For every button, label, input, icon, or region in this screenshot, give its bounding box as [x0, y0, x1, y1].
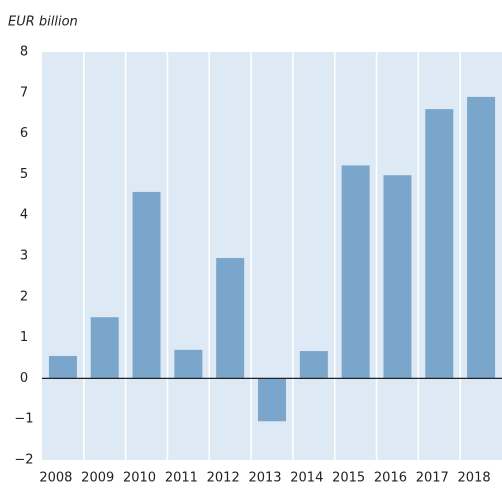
bar — [258, 378, 286, 422]
x-tick-label: 2016 — [374, 471, 407, 486]
bar — [341, 165, 370, 379]
x-tick-label: 2015 — [332, 471, 365, 486]
bar — [383, 175, 412, 379]
y-tick-label: 0 — [20, 371, 28, 386]
y-tick-label: 3 — [20, 249, 28, 264]
y-tick-label: −2 — [14, 453, 33, 468]
x-tick-label: 2017 — [416, 471, 449, 486]
y-tick-label: 1 — [20, 330, 28, 345]
x-tick-label: 2008 — [39, 471, 72, 486]
bar — [299, 351, 328, 379]
x-tick-label: 2012 — [207, 471, 240, 486]
bar — [216, 258, 245, 379]
bar — [132, 191, 161, 379]
y-axis-label: EUR billion — [8, 15, 78, 30]
bar — [425, 109, 454, 379]
x-tick-label: 2013 — [248, 471, 281, 486]
y-tick-label: 5 — [20, 167, 28, 182]
bar — [48, 355, 77, 379]
x-tick-label: 2018 — [458, 471, 491, 486]
y-tick-label: 8 — [20, 45, 28, 60]
x-tick-label: 2009 — [81, 471, 114, 486]
y-tick-label: −1 — [14, 412, 33, 427]
y-tick-label: 2 — [20, 289, 28, 304]
x-tick-label: 2010 — [123, 471, 156, 486]
y-tick-label: 7 — [20, 85, 28, 100]
bar — [467, 96, 496, 379]
x-tick-label: 2011 — [165, 471, 198, 486]
y-tick-label: 4 — [20, 208, 28, 223]
bar — [174, 349, 203, 379]
bar — [90, 317, 119, 379]
x-tick-label: 2014 — [290, 471, 323, 486]
y-tick-label: 6 — [20, 126, 28, 141]
